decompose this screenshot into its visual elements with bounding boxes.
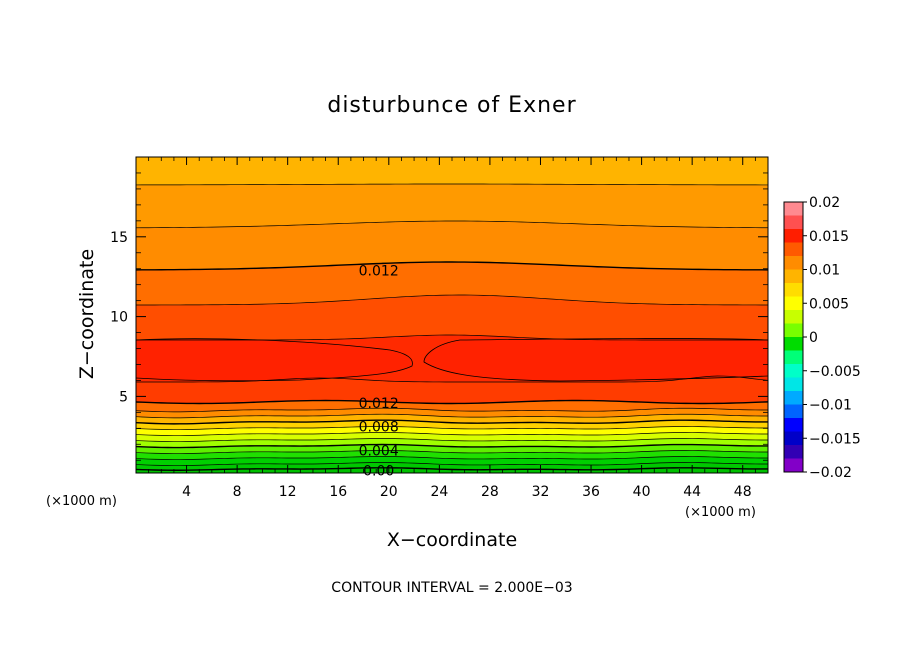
colorbar-segment (784, 256, 803, 270)
colorbar-segment (784, 229, 803, 243)
colorbar-segment (784, 391, 803, 405)
x-tick-label: 36 (582, 484, 600, 500)
contour-line (136, 338, 413, 382)
contour-label: 0.012 (359, 396, 399, 412)
colorbar-segment (784, 242, 803, 257)
contour-label: 0.008 (359, 420, 399, 436)
contour-band (136, 262, 768, 305)
contour-band (136, 157, 768, 185)
contour-band (136, 184, 768, 228)
contour-band (136, 450, 768, 460)
x-axis-label: X−coordinate (387, 529, 517, 551)
contour-band (136, 426, 768, 436)
colorbar-segment (784, 377, 803, 392)
contour-band (136, 400, 768, 412)
contour-line (136, 261, 768, 271)
colorbar-segment (784, 364, 803, 378)
contour-line (136, 334, 768, 341)
contour-line (136, 450, 768, 454)
x-tick-label: 28 (481, 484, 499, 500)
contour-line (136, 375, 768, 383)
contour-interval-text: CONTOUR INTERVAL = 2.000E−03 (331, 580, 572, 596)
x-axis-ticks: 4 8 12 16 20 24 28 32 36 40 44 48 (148, 157, 756, 500)
colorbar-tick-label: −0.005 (809, 364, 861, 380)
x-tick-label: 16 (329, 484, 347, 500)
contour-label: 0.00 (363, 464, 394, 480)
contour-line (136, 413, 768, 419)
y-axis-label: Z−coordinate (76, 249, 98, 379)
contour-band (136, 376, 768, 404)
colorbar-tick-label: 0.02 (809, 195, 840, 211)
y-tick-label: 5 (119, 389, 128, 405)
contour-line (136, 438, 768, 442)
x-axis-unit-left: (×1000 m) (46, 494, 117, 509)
colorbar-tick-label: −0.01 (809, 398, 852, 414)
colorbar-tick-label: 0.005 (809, 296, 849, 312)
contour-line (136, 399, 768, 405)
contour-labels: 0.012 0.012 0.008 0.004 0.00 (359, 263, 399, 480)
x-tick-label: 24 (430, 484, 448, 500)
x-tick-label: 32 (532, 484, 550, 500)
x-tick-label: 48 (734, 484, 752, 500)
contour-line (136, 456, 768, 460)
contour-line (136, 419, 768, 425)
contour-band (136, 408, 768, 418)
x-tick-label: 20 (380, 484, 398, 500)
contour-line (136, 183, 768, 186)
chart-title: disturbunce of Exner (327, 93, 576, 118)
colorbar-segment (784, 283, 803, 297)
colorbar-segment (784, 310, 803, 324)
colorbar-segment (784, 323, 803, 338)
contour-line (136, 462, 768, 466)
y-tick-label: 10 (110, 310, 128, 326)
colorbar-tick-label: −0.02 (809, 465, 852, 481)
contour-line (136, 294, 768, 306)
colorbar-tick-label: −0.015 (809, 431, 861, 447)
colorbar-ticks: 0.02 0.015 0.01 0.005 0 −0.005 −0.01 −0.015 −0.0… (803, 195, 861, 481)
x-tick-label: 44 (683, 484, 701, 500)
contour-line (136, 220, 768, 229)
y-axis-ticks: 5 10 15 (110, 172, 768, 461)
x-tick-label: 8 (233, 484, 242, 500)
contour-lines (136, 183, 768, 471)
x-tick-label: 4 (182, 484, 191, 500)
x-tick-label: 12 (279, 484, 297, 500)
contour-band (136, 295, 768, 340)
contour-label: 0.004 (359, 444, 399, 460)
colorbar-segment (784, 269, 803, 284)
contour-line (136, 407, 768, 413)
colorbar-segment (784, 445, 803, 459)
contour-band (136, 221, 768, 270)
colorbar-segment (784, 431, 803, 446)
contour-band (136, 456, 768, 466)
colorbar-segment (784, 404, 803, 419)
colorbar-tick-label: 0.01 (809, 263, 840, 279)
contour-fill-bands (136, 157, 768, 473)
colorbar-tick-label: 0.015 (809, 229, 849, 245)
contour-line (136, 426, 768, 430)
colorbar-segment (784, 418, 803, 432)
colorbar (783, 201, 804, 473)
x-axis-unit-right: (×1000 m) (685, 505, 756, 520)
colorbar-segment (784, 458, 803, 473)
contour-label: 0.012 (359, 263, 399, 279)
y-tick-label: 15 (110, 230, 128, 246)
contour-core-band (136, 338, 768, 381)
x-tick-label: 40 (633, 484, 651, 500)
colorbar-segment (784, 202, 803, 216)
contour-band (136, 432, 768, 442)
colorbar-segment (784, 215, 803, 230)
contour-band (136, 438, 768, 448)
colorbar-segment (784, 350, 803, 365)
colorbar-segment (784, 296, 803, 311)
contour-line (136, 443, 768, 449)
contour-line (423, 338, 768, 382)
contour-band (136, 444, 768, 454)
contour-line (136, 432, 768, 436)
colorbar-tick-label: 0 (809, 330, 818, 346)
colorbar-segment (784, 337, 803, 351)
